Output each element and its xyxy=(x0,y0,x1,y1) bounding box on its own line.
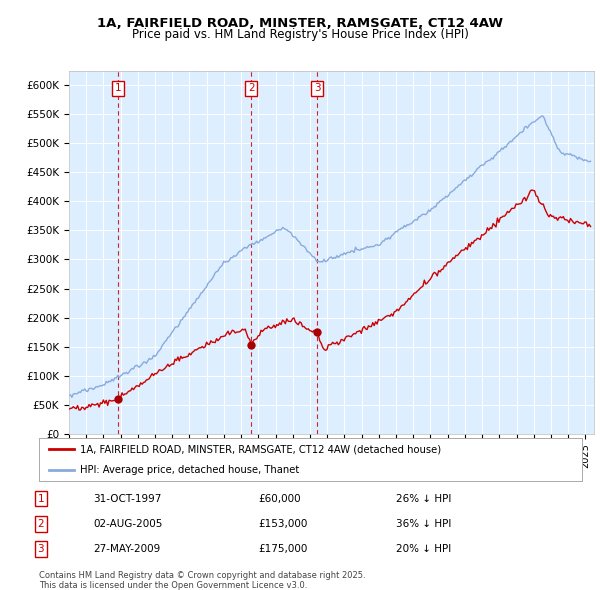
Text: 1: 1 xyxy=(115,83,121,93)
Text: 02-AUG-2005: 02-AUG-2005 xyxy=(93,519,163,529)
Text: 20% ↓ HPI: 20% ↓ HPI xyxy=(396,545,451,554)
Text: 26% ↓ HPI: 26% ↓ HPI xyxy=(396,494,451,503)
Text: HPI: Average price, detached house, Thanet: HPI: Average price, detached house, Than… xyxy=(80,465,299,475)
Text: 3: 3 xyxy=(37,545,44,554)
Text: Price paid vs. HM Land Registry's House Price Index (HPI): Price paid vs. HM Land Registry's House … xyxy=(131,28,469,41)
Text: 1: 1 xyxy=(37,494,44,503)
Text: 27-MAY-2009: 27-MAY-2009 xyxy=(93,545,160,554)
Text: 36% ↓ HPI: 36% ↓ HPI xyxy=(396,519,451,529)
Text: £60,000: £60,000 xyxy=(258,494,301,503)
Text: Contains HM Land Registry data © Crown copyright and database right 2025.
This d: Contains HM Land Registry data © Crown c… xyxy=(39,571,365,590)
Text: £175,000: £175,000 xyxy=(258,545,307,554)
Text: 1A, FAIRFIELD ROAD, MINSTER, RAMSGATE, CT12 4AW (detached house): 1A, FAIRFIELD ROAD, MINSTER, RAMSGATE, C… xyxy=(80,444,441,454)
Text: 2: 2 xyxy=(37,519,44,529)
Text: 3: 3 xyxy=(314,83,320,93)
Text: 1A, FAIRFIELD ROAD, MINSTER, RAMSGATE, CT12 4AW: 1A, FAIRFIELD ROAD, MINSTER, RAMSGATE, C… xyxy=(97,17,503,30)
Text: 2: 2 xyxy=(248,83,254,93)
Text: 31-OCT-1997: 31-OCT-1997 xyxy=(93,494,161,503)
Text: £153,000: £153,000 xyxy=(258,519,307,529)
